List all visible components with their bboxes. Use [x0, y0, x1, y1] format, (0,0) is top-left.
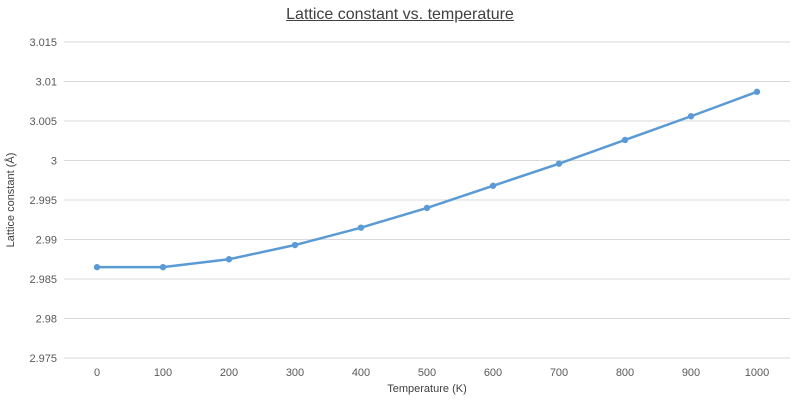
x-tick-label: 0 — [94, 367, 100, 379]
x-tick-label: 1000 — [745, 367, 769, 379]
data-point — [159, 263, 167, 271]
x-tick-label: 800 — [616, 367, 634, 379]
data-point — [423, 204, 431, 212]
y-tick-label: 2.99 — [36, 235, 57, 247]
data-point — [555, 160, 563, 167]
y-tick-labels: 2.975 2.98 2.985 2.99 2.995 3 3.005 3.01 3.015 — [29, 37, 57, 365]
grid — [64, 41, 790, 359]
data-point — [753, 88, 761, 95]
x-tick-label: 500 — [418, 367, 436, 379]
chart-title: Lattice constant vs. temperature — [286, 6, 514, 23]
data-point — [687, 113, 695, 120]
x-tick-label: 400 — [352, 367, 370, 379]
y-tick-label: 2.975 — [29, 353, 57, 365]
series-line — [97, 90, 758, 269]
series — [93, 88, 761, 271]
y-tick-label: 3.015 — [29, 37, 57, 49]
x-tick-label: 900 — [682, 367, 700, 379]
x-tick-label: 700 — [550, 367, 568, 379]
x-tick-label: 200 — [220, 367, 238, 379]
y-tick-label: 2.98 — [36, 314, 57, 326]
data-point — [357, 224, 365, 231]
x-tick-label: 100 — [154, 367, 172, 379]
data-point — [489, 182, 497, 189]
y-tick-label: 3 — [51, 156, 57, 168]
y-tick-label: 2.985 — [29, 274, 57, 286]
x-tick-label: 300 — [286, 367, 304, 379]
y-tick-label: 3.005 — [29, 116, 57, 128]
y-tick-label: 2.995 — [29, 195, 57, 207]
data-point — [291, 241, 299, 249]
data-point — [93, 263, 101, 271]
x-tick-labels: 0 100 200 300 400 500 600 700 800 900 1000 — [94, 367, 769, 379]
y-tick-label: 3.01 — [36, 77, 57, 89]
data-point — [621, 136, 629, 144]
data-point — [225, 256, 233, 263]
x-tick-label: 600 — [484, 367, 502, 379]
x-axis-label: Temperature (K) — [387, 383, 467, 395]
